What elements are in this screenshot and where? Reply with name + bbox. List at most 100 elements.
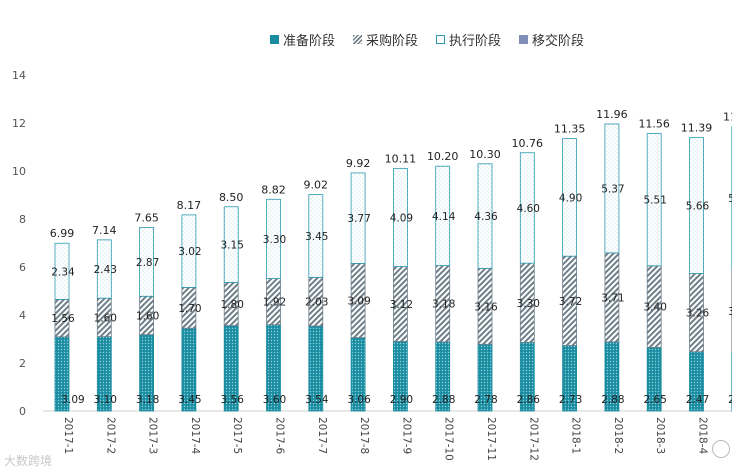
- y-tick-label: 14: [12, 69, 26, 82]
- segment-value-label: 3.45: [305, 231, 328, 243]
- segment-value-label: 1.92: [263, 297, 286, 309]
- y-tick-label: 12: [12, 117, 26, 130]
- segment-value-label: 3.56: [221, 394, 245, 406]
- bar-segment: [604, 123, 620, 254]
- bar-segment: [392, 167, 408, 267]
- total-value-label: 11.56: [638, 118, 670, 131]
- segment-value-label: 3.06: [347, 394, 371, 406]
- bar-segment: [181, 214, 197, 288]
- total-value-label: 9.02: [304, 179, 329, 192]
- legend-swatch-purchase: [353, 35, 363, 44]
- segment-value-label: 2.88: [601, 394, 624, 406]
- x-tick-label: 2017-1: [62, 417, 74, 454]
- segment-value-label: 4.36: [474, 211, 498, 223]
- wechat-icon: [712, 440, 730, 458]
- legend: 准备阶段 采购阶段 执行阶段 移交阶段: [270, 30, 584, 49]
- bar-segment: [689, 137, 704, 274]
- segment-value-label: 3.30: [263, 234, 286, 246]
- bars: [54, 123, 732, 412]
- x-tick-label: 2018-4: [697, 417, 709, 455]
- x-tick-label: 2017-10: [443, 417, 455, 461]
- segment-value-label: 3.16: [474, 301, 498, 313]
- segment-value-label: 3.12: [390, 299, 413, 311]
- segment-value-label: 2.90: [390, 394, 413, 406]
- segment-value-label: 2.88: [432, 394, 455, 406]
- total-value-label: 10.20: [427, 150, 459, 163]
- segment-value-label: 4.09: [390, 212, 413, 224]
- segment-value-label: 2.34: [51, 266, 75, 278]
- segment-value-label: 2.47: [686, 394, 709, 406]
- x-tick-label: 2017-6: [274, 417, 286, 455]
- segment-value-label: 1.56: [51, 313, 75, 325]
- bar-segment: [646, 133, 662, 267]
- legend-label-prep: 准备阶段: [283, 34, 336, 49]
- y-tick-label: 10: [12, 165, 26, 178]
- bar-segment: [350, 172, 366, 264]
- bar-segment: [96, 239, 112, 299]
- segment-value-label: 3.40: [644, 302, 667, 314]
- segment-value-label: 2.43: [94, 264, 117, 276]
- watermark-text: 大数跨境: [4, 454, 53, 468]
- y-tick-label: 2: [19, 357, 26, 370]
- segment-value-label: 3.26: [686, 308, 710, 320]
- legend-label-transfer: 移交阶段: [532, 34, 585, 49]
- bar-segment: [266, 198, 281, 279]
- segment-value-label: 4.90: [559, 192, 582, 204]
- legend-label-purchase: 采购阶段: [366, 34, 419, 49]
- x-tick-label: 2017-11: [485, 417, 497, 461]
- x-tick-label: 2017-7: [316, 417, 328, 454]
- total-value-label: 11.96: [596, 108, 628, 121]
- legend-swatch-exec: [436, 35, 446, 44]
- segment-value-label: 3.18: [136, 394, 159, 406]
- segment-value-label: 3.60: [263, 394, 286, 406]
- segment-value-label: 3.02: [178, 246, 201, 258]
- y-tick-label: 4: [19, 309, 26, 322]
- x-tick-label: 2018-1: [570, 417, 582, 454]
- bar-segment: [562, 138, 577, 257]
- legend-item-prep: 准备阶段: [270, 30, 335, 49]
- segment-value-label: 2.87: [136, 257, 159, 269]
- segment-value-label: 1.70: [178, 303, 201, 315]
- bar-segment: [477, 163, 493, 269]
- total-value-label: 7.14: [92, 224, 117, 237]
- total-value-label: 10.30: [469, 148, 501, 161]
- total-value-label: 10.11: [385, 152, 417, 165]
- segment-value-label: 3.09: [347, 295, 370, 307]
- total-value-label: 8.17: [177, 199, 202, 212]
- total-value-label: 11.35: [554, 123, 586, 136]
- segment-value-label: 2.65: [644, 394, 667, 406]
- total-value-label: 11.39: [681, 122, 713, 135]
- segment-value-label: 1.60: [94, 312, 117, 324]
- segment-value-label: 3.54: [305, 394, 329, 406]
- bar-segment: [519, 152, 535, 264]
- legend-item-exec: 执行阶段: [436, 30, 501, 49]
- x-tick-label: 2017-5: [231, 417, 243, 454]
- axes: 0 2 4 6 8 10 12 14: [12, 69, 732, 418]
- segment-value-label: 3.10: [94, 394, 117, 406]
- legend-item-transfer: 移交阶段: [519, 30, 584, 49]
- bar-segment: [435, 165, 451, 266]
- segment-value-label: 2.45: [728, 394, 732, 406]
- bar-segment: [308, 194, 324, 278]
- x-tick-label: 2017-2: [104, 417, 116, 454]
- x-tick-label: 2017-4: [189, 417, 201, 455]
- segment-value-label: 2.86: [517, 394, 541, 406]
- x-tick-label: 2018-2: [612, 417, 624, 454]
- segment-value-label: 1.60: [136, 310, 159, 322]
- bar-segment: [54, 242, 70, 300]
- segment-value-label: 5.51: [644, 195, 667, 207]
- bar-segment: [139, 226, 155, 297]
- segment-value-label: 2.03: [305, 297, 328, 309]
- segment-value-label: 3.45: [728, 306, 732, 318]
- data-labels: 3.09 1.56 2.34 6.99 2017-1 3.10 1.60 2.43 7.14 20…: [50, 108, 732, 461]
- segment-value-label: 3.72: [559, 296, 582, 308]
- total-value-label: 8.50: [219, 191, 244, 204]
- segment-value-label: 1.80: [221, 299, 244, 311]
- total-value-label: 8.82: [261, 183, 286, 196]
- segment-value-label: 3.09: [61, 394, 84, 406]
- segment-value-label: 3.77: [347, 213, 370, 225]
- x-tick-label: 2017-3: [147, 417, 159, 454]
- total-value-label: 6.99: [50, 227, 75, 240]
- total-value-label: 11.85: [723, 111, 732, 124]
